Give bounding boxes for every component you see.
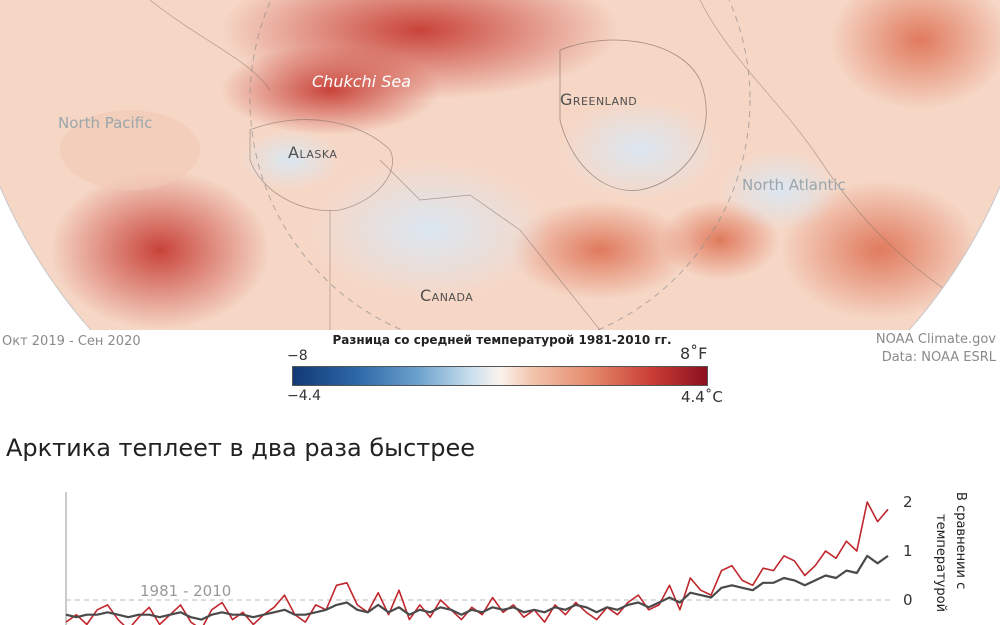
line-chart: 1981 - 2010 2 1 0	[65, 492, 913, 625]
legend-colorbar	[292, 366, 708, 386]
y-tick-label: 0	[903, 591, 913, 609]
credit-line-1: NOAA Climate.gov	[875, 332, 996, 347]
label-north-atlantic: North Atlantic	[742, 176, 846, 194]
legend-c-max: 4.4˚C	[681, 388, 723, 406]
y-tick-label: 2	[903, 493, 913, 511]
series-global-line	[65, 554, 889, 621]
credit-line-2: Data: NOAA ESRL	[881, 350, 996, 365]
baseline-label: 1981 - 2010	[140, 582, 231, 600]
credit-block: NOAA Climate.gov Data: NOAA ESRL	[876, 331, 996, 367]
label-canada: Canada	[420, 286, 474, 305]
map-graphic	[0, 0, 1000, 330]
arctic-map: Chukchi Sea North Pacific Greenland Alas…	[0, 0, 1000, 330]
period-label: Окт 2019 - Сен 2020	[2, 334, 141, 349]
ylabel-line-1: В сравнении с	[953, 492, 968, 590]
label-north-pacific: North Pacific	[58, 114, 153, 132]
legend-f-max: 8˚F	[680, 344, 708, 363]
series-arctic-line	[65, 501, 889, 625]
legend-c-min: −4.4	[287, 388, 321, 404]
chart-title: Арктика теплеет в два раза быстрее	[6, 434, 476, 462]
label-greenland: Greenland	[560, 90, 638, 109]
label-alaska: Alaska	[288, 143, 338, 162]
y-tick-label: 1	[903, 542, 913, 560]
legend-title: Разница со средней температурой 1981-201…	[332, 333, 672, 347]
ylabel-line-2: температурой	[933, 514, 948, 613]
legend-f-min: −8	[287, 348, 308, 364]
label-chukchi-sea: Chukchi Sea	[312, 72, 411, 91]
